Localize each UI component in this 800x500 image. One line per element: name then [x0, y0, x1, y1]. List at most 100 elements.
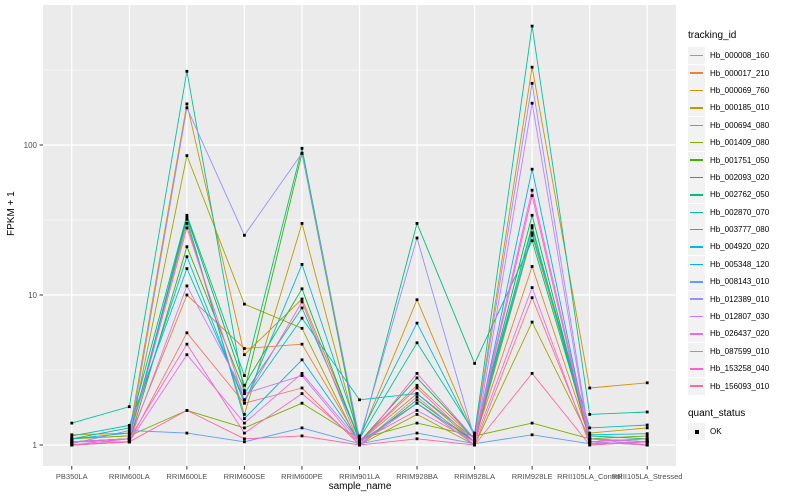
- data-point: [243, 347, 246, 350]
- data-point: [127, 426, 131, 430]
- data-point: [243, 302, 246, 306]
- legend-item-Hb_008143_010: Hb_008143_010: [688, 273, 798, 291]
- legend-item-Hb_000694_080: Hb_000694_080: [688, 116, 798, 134]
- data-point: [588, 386, 592, 390]
- y-tick-label: 1: [33, 441, 38, 450]
- data-point: [530, 320, 534, 324]
- data-point: [70, 437, 74, 441]
- legend-item-label: Hb_003777_080: [710, 225, 770, 235]
- data-point: [415, 376, 419, 380]
- data-point: [185, 102, 189, 106]
- data-point: [185, 106, 189, 110]
- data-point: [530, 226, 534, 230]
- data-point: [185, 331, 189, 335]
- data-point: [415, 392, 419, 395]
- legend-line-icon: [690, 211, 703, 213]
- data-point: [300, 316, 304, 320]
- data-point: [415, 431, 419, 435]
- data-point: [473, 434, 476, 438]
- data-point: [243, 421, 246, 425]
- data-point: [530, 286, 534, 289]
- data-point: [300, 426, 304, 430]
- data-point: [415, 383, 419, 387]
- legend-key-box: [688, 360, 705, 378]
- data-point: [530, 433, 534, 437]
- legend-key-box: [688, 81, 705, 99]
- data-point: [185, 245, 189, 249]
- data-point: [243, 374, 246, 377]
- legend-key-box: [688, 325, 705, 343]
- legend-key-box: [688, 238, 705, 256]
- legend-key-box: [688, 134, 705, 152]
- data-point: [185, 409, 189, 412]
- legend-item-label: Hb_002870_070: [710, 207, 770, 217]
- data-point: [588, 426, 592, 430]
- legend-key-box: [688, 221, 705, 239]
- x-tick-label: RRII105LA_Stressed: [612, 472, 682, 481]
- legend-item-Hb_002093_020: Hb_002093_020: [688, 168, 798, 186]
- legend-key-box: [688, 64, 705, 82]
- legend-item-label: Hb_000185_010: [710, 103, 770, 113]
- data-point: [70, 443, 74, 447]
- legend-item-Hb_003777_080: Hb_003777_080: [688, 221, 798, 239]
- data-point: [530, 213, 534, 217]
- data-point: [358, 398, 361, 402]
- legend-key-box: [688, 203, 705, 221]
- legend-key-box: [688, 99, 705, 117]
- data-point: [243, 353, 246, 357]
- x-tick-label: RRIM901LA: [339, 472, 380, 481]
- legend-line-icon: [690, 54, 703, 57]
- data-point: [415, 386, 419, 390]
- legend-line-icon: [690, 159, 703, 161]
- legend-item-Hb_000017_210: Hb_000017_210: [688, 64, 798, 82]
- legend-item-Hb_026437_020: Hb_026437_020: [688, 325, 798, 343]
- data-point: [127, 440, 131, 444]
- legend-key-box: [688, 342, 705, 360]
- data-point: [243, 437, 246, 441]
- legend-item-label: Hb_000017_210: [710, 68, 770, 78]
- legend-item-Hb_001751_050: Hb_001751_050: [688, 151, 798, 169]
- data-point: [530, 65, 534, 69]
- legend-item-Hb_012807_030: Hb_012807_030: [688, 308, 798, 326]
- data-point: [300, 263, 304, 266]
- data-point: [358, 434, 361, 438]
- data-point: [300, 342, 304, 346]
- y-tick-label: 10: [28, 291, 37, 300]
- data-point: [415, 236, 419, 240]
- data-point: [473, 431, 476, 435]
- legend-item-label: Hb_001751_050: [710, 155, 770, 165]
- legend-key-box: [688, 151, 705, 169]
- legend-line-icon: [690, 228, 703, 231]
- data-point: [70, 421, 74, 425]
- data-point: [127, 429, 131, 432]
- legend-item-quant-ok: OK: [688, 423, 798, 440]
- data-point: [415, 398, 419, 402]
- data-point: [415, 298, 419, 302]
- legend-item-Hb_004920_020: Hb_004920_020: [688, 238, 798, 256]
- data-point: [530, 296, 534, 300]
- data-point: [588, 431, 592, 435]
- x-axis-title: sample_name: [328, 481, 392, 492]
- x-tick-label: PB350LA: [56, 472, 88, 481]
- data-point: [300, 287, 304, 291]
- legend-key-box: [688, 116, 705, 134]
- legend-line-icon: [690, 333, 703, 335]
- legend: tracking_id Hb_000008_160 Hb_000017_210 Hb…: [688, 30, 798, 440]
- legend-item-Hb_002762_050: Hb_002762_050: [688, 186, 798, 204]
- data-point: [588, 437, 592, 441]
- legend-item-Hb_156093_010: Hb_156093_010: [688, 377, 798, 395]
- data-point: [530, 239, 534, 243]
- data-point: [300, 434, 304, 438]
- legend-key-box: [688, 308, 705, 326]
- data-point: [530, 231, 534, 235]
- x-tick-label: RRIM928LE: [512, 472, 553, 481]
- data-point: [243, 392, 246, 395]
- axes: 1 10 100 PB350LA RRIM600LA RRIM600LE RRIM600SE…: [24, 141, 683, 481]
- data-point: [645, 426, 649, 430]
- data-point: [300, 386, 304, 390]
- legend-item-label: Hb_087599_010: [710, 346, 770, 356]
- data-point: [185, 69, 189, 73]
- data-point: [185, 255, 189, 259]
- data-point: [185, 267, 189, 270]
